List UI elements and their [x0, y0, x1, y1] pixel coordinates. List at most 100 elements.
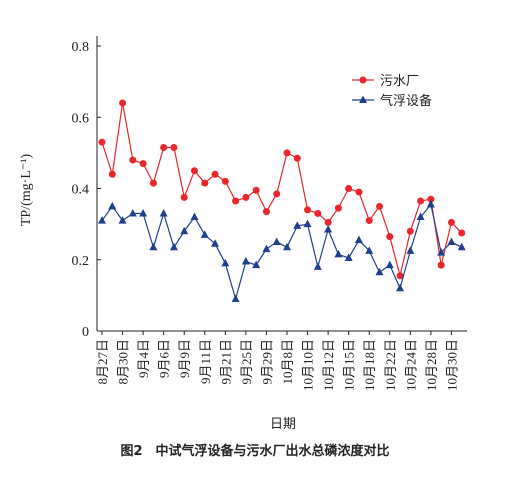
x-tick-label: 10月28日: [424, 339, 439, 391]
x-tick-label: 10月18日: [362, 339, 377, 391]
point: [231, 294, 240, 302]
point: [128, 208, 137, 217]
point: [385, 260, 394, 269]
caption: 图2 中试气浮设备与污水厂出水总磷浓度对比: [120, 443, 389, 459]
point: [365, 246, 374, 254]
point: [191, 167, 198, 175]
point: [447, 237, 456, 245]
point: [293, 221, 302, 229]
x-tick-label: 10月8日: [280, 339, 295, 385]
point: [98, 138, 106, 146]
point: [283, 242, 291, 251]
point: [149, 179, 157, 187]
point: [458, 229, 466, 237]
x-tick-label: 9月6日: [157, 339, 172, 378]
point: [119, 99, 127, 107]
point: [396, 283, 405, 292]
point: [139, 208, 148, 217]
point: [427, 195, 435, 203]
point: [149, 242, 158, 251]
point: [386, 233, 394, 241]
point: [221, 258, 230, 267]
point: [283, 149, 291, 157]
point: [365, 217, 373, 225]
point: [160, 144, 168, 152]
point: [169, 242, 178, 251]
legend-label: 污水厂: [380, 74, 419, 89]
point: [447, 218, 455, 226]
point: [273, 190, 281, 198]
y-tick-label: 0.8: [72, 40, 90, 55]
x-tick-label: 9月4日: [136, 339, 151, 378]
point: [201, 179, 209, 187]
point: [314, 209, 322, 217]
legend-label: 气浮设备: [380, 93, 432, 109]
x-axis-label: 日期: [270, 417, 296, 432]
point: [324, 224, 333, 233]
point: [304, 206, 312, 214]
point: [129, 156, 137, 164]
point: [200, 230, 209, 238]
point: [108, 201, 117, 210]
x-tick-label: 9月21日: [218, 339, 233, 385]
series-line: [101, 203, 462, 302]
point: [272, 237, 281, 245]
point: [324, 218, 332, 226]
point: [334, 249, 343, 258]
point: [190, 212, 199, 220]
point: [252, 186, 260, 194]
point: [417, 197, 425, 205]
point: [221, 177, 229, 185]
x-tick-label: 9月25日: [239, 339, 254, 385]
point: [396, 272, 404, 280]
point: [241, 257, 250, 265]
legend-marker: [359, 95, 367, 103]
point: [375, 267, 384, 276]
point: [345, 185, 353, 192]
y-tick-label: 0.4: [72, 183, 90, 198]
point: [437, 261, 445, 269]
point: [376, 202, 383, 210]
y-tick-label: 0: [82, 325, 89, 340]
point: [354, 235, 363, 244]
x-tick-label: 10月30日: [444, 339, 459, 391]
legend-marker: [359, 76, 367, 84]
x-tick-label: 9月9日: [177, 339, 192, 378]
x-tick-label: 10月12日: [321, 339, 336, 391]
x-tick-label: 8月30日: [116, 339, 131, 385]
y-tick-label: 0.2: [72, 254, 90, 269]
point: [457, 242, 466, 251]
x-tick-label: 10月22日: [383, 339, 398, 391]
point: [180, 226, 189, 235]
point: [344, 253, 353, 261]
point: [406, 227, 414, 235]
point: [355, 188, 363, 196]
x-tick-label: 10月24日: [403, 339, 418, 391]
y-axis-label: TP/(mg·L⁻¹): [19, 154, 34, 227]
point: [303, 219, 312, 228]
point: [180, 193, 188, 201]
point: [334, 204, 342, 212]
point: [252, 260, 261, 269]
x-tick-label: 10月10日: [301, 339, 316, 391]
point: [170, 144, 178, 152]
point: [211, 239, 220, 247]
point: [242, 193, 250, 201]
point: [313, 262, 322, 270]
series-line: [101, 102, 463, 276]
point: [426, 200, 435, 208]
point: [293, 154, 301, 162]
point: [98, 216, 106, 224]
point: [262, 208, 270, 216]
point: [108, 170, 116, 178]
point: [437, 248, 446, 256]
x-tick-label: 8月27日: [95, 339, 110, 385]
x-tick-label: 9月29日: [259, 339, 274, 385]
point: [416, 212, 425, 220]
x-tick-label: 10月15日: [342, 339, 357, 391]
point: [262, 244, 271, 253]
x-tick-label: 9月11日: [198, 339, 213, 384]
point: [211, 170, 219, 178]
point: [139, 160, 147, 168]
